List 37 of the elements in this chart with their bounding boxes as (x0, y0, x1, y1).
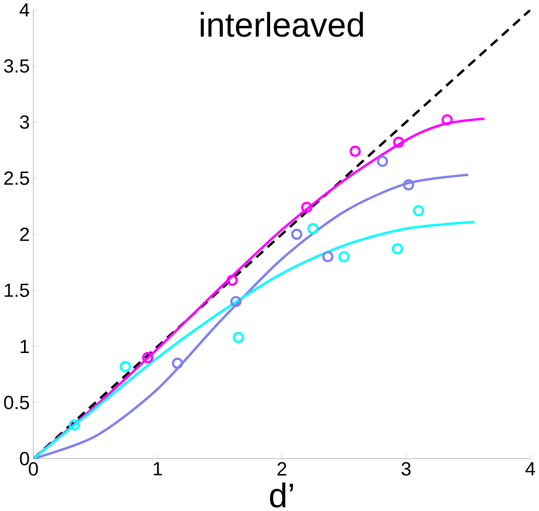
point (307, 223, 319, 234)
x-tick-label: 3 (402, 462, 411, 476)
point (172, 358, 184, 369)
y-tick-label: 3.5 (4, 59, 30, 73)
x-axis-title: d’ (270, 482, 293, 508)
point (412, 205, 424, 216)
point (376, 156, 388, 168)
point (226, 274, 238, 286)
point (232, 332, 244, 344)
point (301, 202, 312, 214)
point (402, 179, 414, 191)
x-tick-label: 0 (28, 462, 38, 476)
y-tick-label: 0 (20, 452, 30, 466)
chart-title: interleaved (200, 12, 363, 37)
line-series (33, 220, 476, 459)
x-tick-label: 4 (526, 462, 536, 476)
point (322, 251, 334, 262)
point (393, 136, 404, 148)
y-tick-label: 1 (20, 340, 29, 354)
point (68, 419, 80, 431)
point (120, 361, 131, 372)
y-tick-label: 4 (20, 3, 30, 16)
y-tick-label: 0.5 (4, 396, 30, 410)
point (230, 296, 242, 308)
y-tick-label: 1.5 (4, 284, 30, 298)
point (338, 251, 350, 262)
y-tick-label: 3 (20, 115, 29, 129)
point (442, 114, 453, 126)
point (350, 146, 361, 157)
y-tick-label: 2 (20, 228, 29, 241)
x-tick-label: 1 (154, 462, 162, 476)
point (142, 352, 154, 364)
point (392, 243, 404, 255)
point (291, 228, 302, 240)
line-series (33, 174, 470, 459)
y-tick-label: 2.5 (4, 171, 30, 185)
x-tick-label: 2 (278, 462, 286, 476)
